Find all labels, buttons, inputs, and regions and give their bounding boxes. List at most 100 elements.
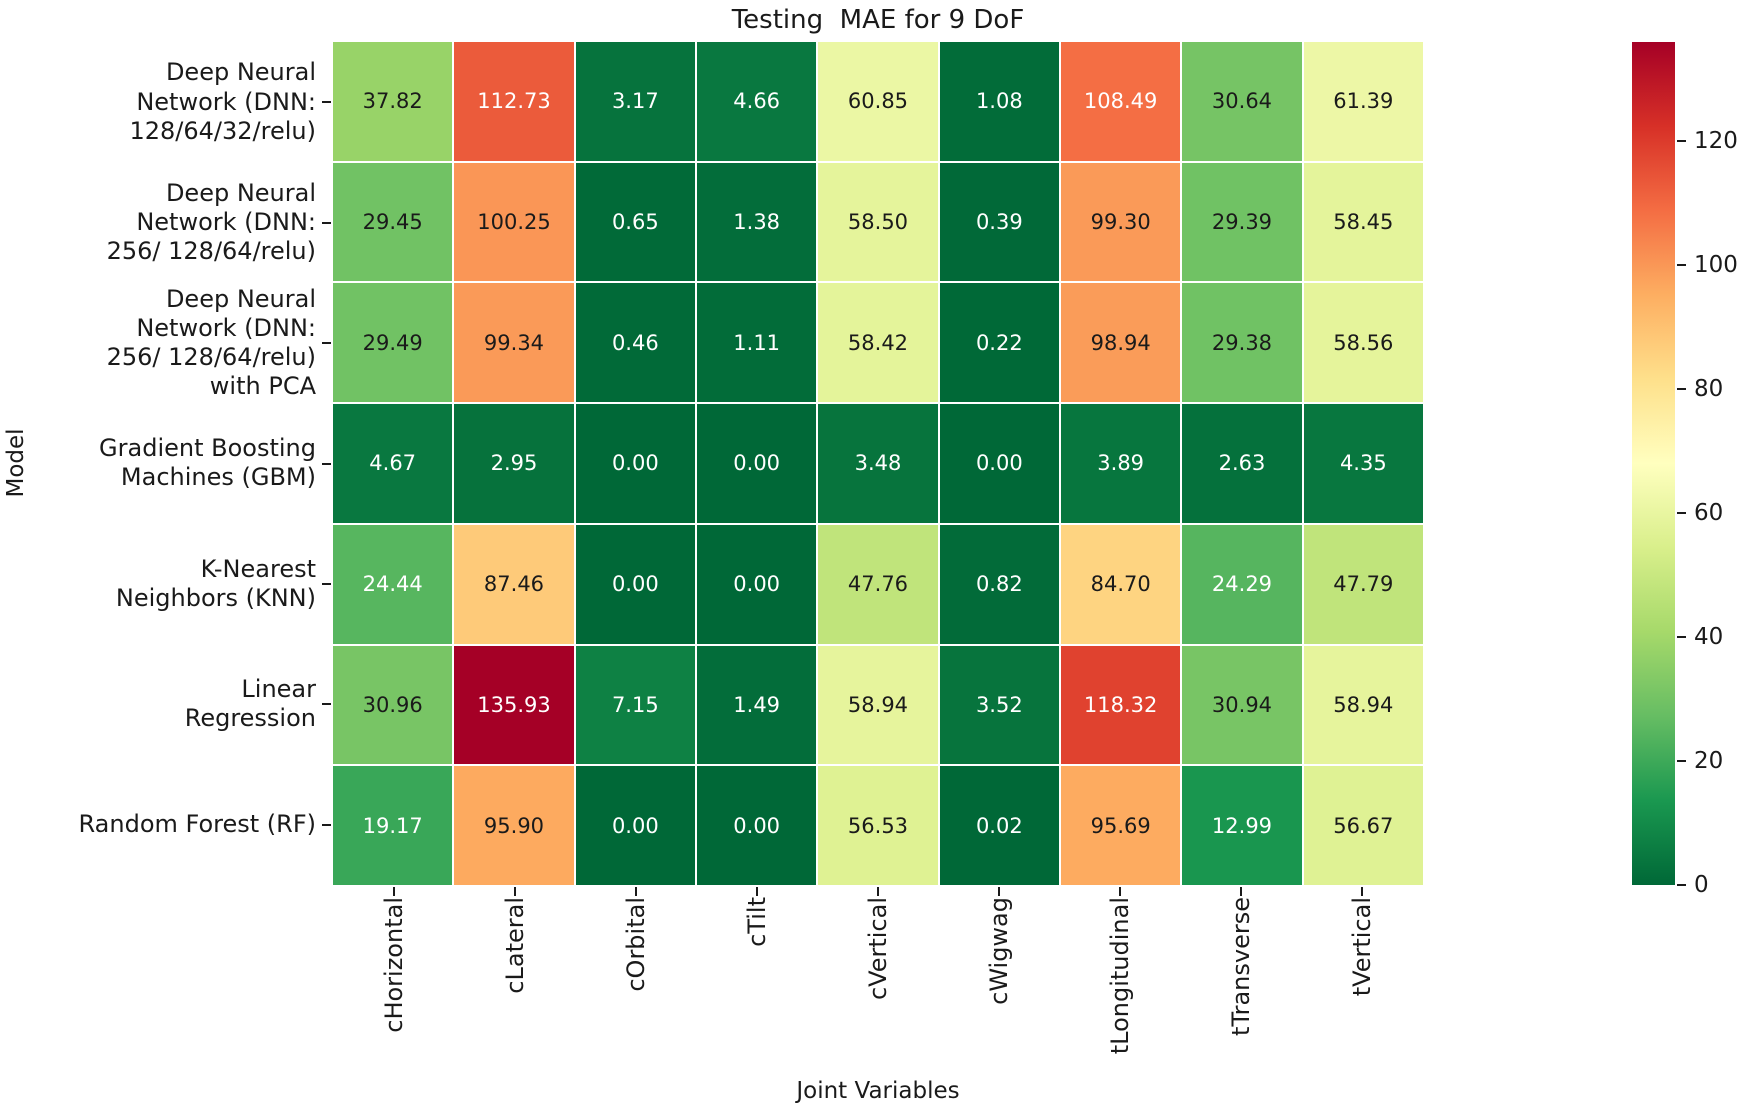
cell-value: 30.96 <box>362 692 423 717</box>
row-label-text: Random Forest (RF) <box>78 810 316 839</box>
x-axis-tick <box>998 887 1001 896</box>
heatmap-cell: 3.52 <box>939 645 1059 765</box>
cell-value: 3.52 <box>975 692 1023 717</box>
col-label: cLateral <box>454 897 575 1077</box>
cell-value: 47.79 <box>1333 572 1394 597</box>
heatmap-cell: 99.30 <box>1061 162 1181 282</box>
cell-value: 0.39 <box>975 210 1023 235</box>
colorbar-tick <box>1677 263 1686 266</box>
cell-value: 61.39 <box>1333 89 1394 114</box>
heatmap-cell: 108.49 <box>1061 42 1181 161</box>
heatmap-cell: 0.00 <box>697 524 817 644</box>
y-axis-tick <box>322 582 331 585</box>
row-label: Deep Neural Network (DNN: 256/ 128/64/re… <box>0 283 316 403</box>
heatmap-cell: 0.22 <box>939 283 1059 403</box>
heatmap-cell: 24.44 <box>333 524 453 644</box>
x-axis-tick <box>1361 887 1364 896</box>
col-label: tVertical <box>1302 897 1423 1077</box>
heatmap-cell: 47.76 <box>818 524 938 644</box>
heatmap-cell: 0.46 <box>575 283 695 403</box>
x-axis-tick-labels: cHorizontal cLateral cOrbital cTilt cVertica… <box>333 897 1423 1077</box>
heatmap-cell: 56.67 <box>1303 766 1423 885</box>
row-label: Deep Neural Network (DNN: 256/ 128/64/re… <box>0 162 316 282</box>
heatmap-cell: 0.00 <box>939 404 1059 523</box>
heatmap-cell: 58.50 <box>818 162 938 282</box>
cell-value: 58.45 <box>1333 210 1394 235</box>
x-axis-tick <box>877 887 879 896</box>
cell-value: 58.56 <box>1333 330 1394 355</box>
cell-value: 58.94 <box>847 692 909 717</box>
colorbar-tick <box>1677 635 1686 638</box>
cell-value: 0.46 <box>611 330 659 355</box>
heatmap-cell: 1.08 <box>939 42 1059 161</box>
colorbar-tick-label: 40 <box>1694 623 1724 650</box>
col-label: tTransverse <box>1181 897 1302 1077</box>
cell-value: 0.00 <box>733 451 781 476</box>
heatmap-cell: 0.00 <box>697 404 817 523</box>
heatmap-cell: 95.69 <box>1061 766 1181 885</box>
cell-value: 58.94 <box>1333 692 1394 717</box>
heatmap-cell: 0.00 <box>575 524 695 644</box>
colorbar-tick <box>1677 387 1686 390</box>
col-label-text: tTransverse <box>1227 897 1256 1036</box>
cell-value: 0.00 <box>611 451 659 476</box>
heatmap-cell: 0.82 <box>939 524 1059 644</box>
cell-value: 0.00 <box>733 813 781 838</box>
col-label: cWigwag <box>939 897 1060 1077</box>
heatmap-cell: 0.65 <box>575 162 695 282</box>
heatmap-cell: 0.39 <box>939 162 1059 282</box>
y-axis-tick <box>322 462 331 465</box>
heatmap-cell: 30.64 <box>1182 42 1302 161</box>
heatmap-cell: 0.00 <box>697 766 817 885</box>
colorbar-tick <box>1677 884 1686 886</box>
cell-value: 29.49 <box>362 330 423 355</box>
cell-value: 56.53 <box>847 813 909 838</box>
cell-value: 99.34 <box>483 330 545 355</box>
heatmap-cell: 87.46 <box>454 524 574 644</box>
col-label-text: cHorizontal <box>379 897 408 1033</box>
x-axis-tick <box>1240 887 1243 896</box>
chart-title: Testing MAE for 9 DoF <box>731 5 1025 35</box>
cell-value: 95.90 <box>483 813 545 838</box>
heatmap-cell: 30.96 <box>333 645 453 765</box>
cell-value: 2.95 <box>490 451 538 476</box>
cell-value: 100.25 <box>477 210 551 235</box>
cell-value: 29.39 <box>1211 210 1273 235</box>
x-axis-tick <box>392 887 395 896</box>
col-label: cOrbital <box>575 897 696 1077</box>
cell-value: 60.85 <box>847 89 909 114</box>
cell-value: 4.35 <box>1339 451 1387 476</box>
cell-value: 0.22 <box>975 330 1023 355</box>
colorbar-tick-label: 120 <box>1694 127 1738 154</box>
row-label: Linear Regression <box>0 644 316 764</box>
x-axis-tick <box>634 887 637 896</box>
x-axis-label: Joint Variables <box>796 1078 960 1104</box>
cell-value: 0.00 <box>611 572 659 597</box>
col-label: cVertical <box>817 897 938 1077</box>
colorbar-tick <box>1677 139 1686 142</box>
cell-value: 135.93 <box>477 692 551 717</box>
heatmap-cell: 0.02 <box>939 766 1059 885</box>
heatmap-cell: 7.15 <box>575 645 695 765</box>
heatmap-grid: 37.82 112.73 3.17 4.66 60.85 1.08 108.49 30.64 6… <box>333 42 1423 885</box>
heatmap-cell: 58.94 <box>818 645 938 765</box>
heatmap-cell: 58.56 <box>1303 283 1423 403</box>
col-label: cTilt <box>696 897 817 1077</box>
col-label-text: cWigwag <box>985 897 1014 1005</box>
cell-value: 98.94 <box>1090 330 1151 355</box>
heatmap-cell: 0.00 <box>575 404 695 523</box>
cell-value: 47.76 <box>847 572 909 597</box>
cell-value: 1.08 <box>975 89 1023 114</box>
heatmap-cell: 2.95 <box>454 404 574 523</box>
heatmap-cell: 2.63 <box>1182 404 1302 523</box>
colorbar-tick-label: 0 <box>1694 872 1709 898</box>
heatmap-cell: 0.00 <box>575 766 695 885</box>
cell-value: 0.00 <box>611 813 659 838</box>
colorbar-tick <box>1677 511 1686 514</box>
heatmap-cell: 58.42 <box>818 283 938 403</box>
cell-value: 30.94 <box>1211 692 1273 717</box>
heatmap-cell: 56.53 <box>818 766 938 885</box>
cell-value: 7.15 <box>611 692 659 717</box>
colorbar-tick-label: 80 <box>1694 375 1724 402</box>
y-axis-tick <box>322 101 331 104</box>
